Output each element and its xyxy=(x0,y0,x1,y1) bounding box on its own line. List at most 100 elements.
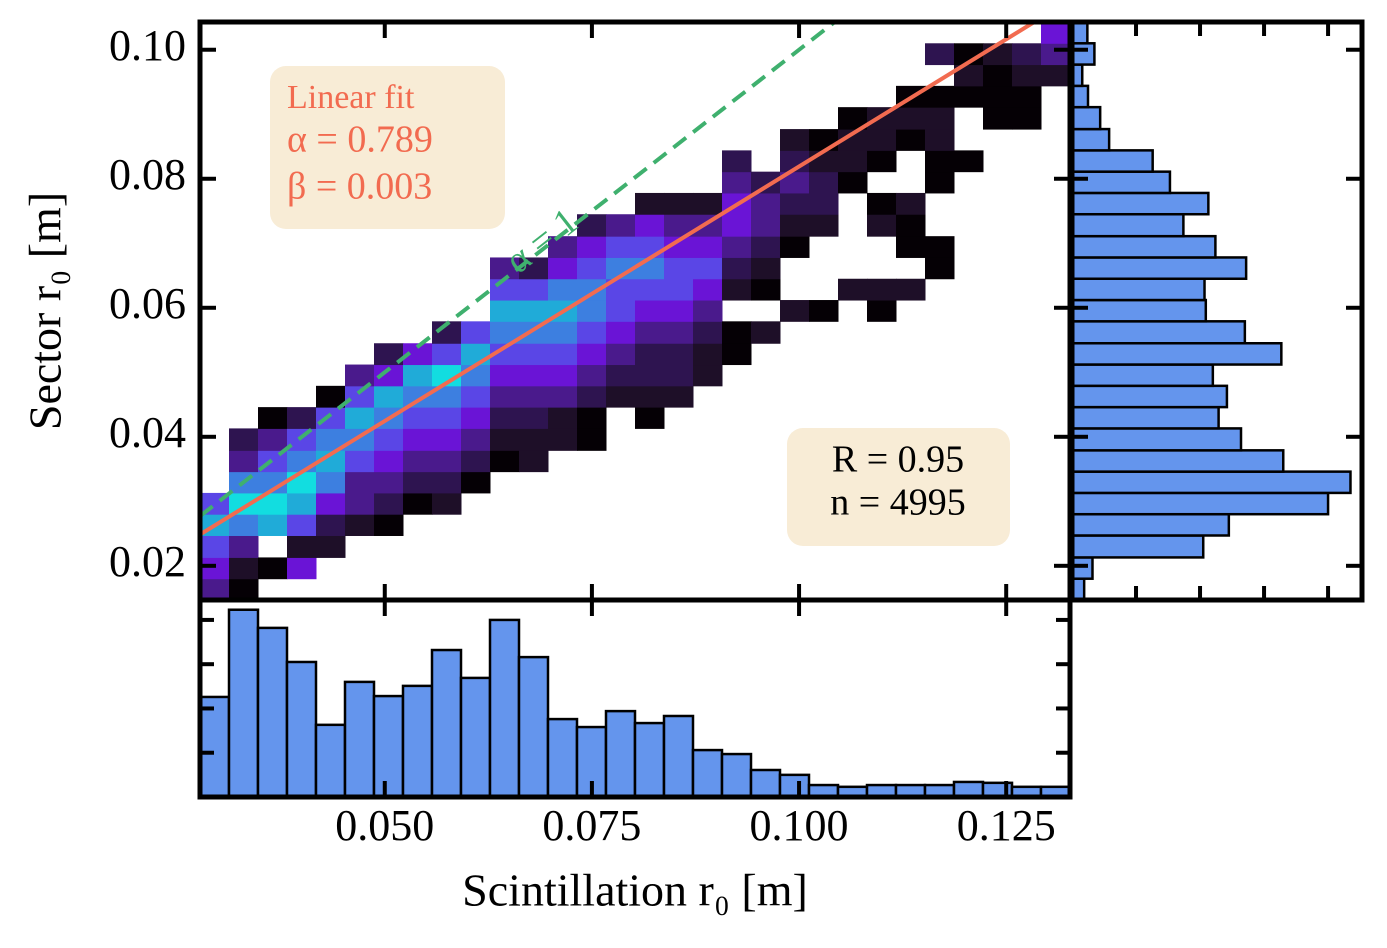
marginal-bar xyxy=(285,660,318,799)
heatmap-cell xyxy=(287,535,317,558)
heatmap-cell xyxy=(548,364,578,387)
heatmap-cell xyxy=(258,557,288,580)
heatmap-cell xyxy=(664,214,694,237)
heatmap-cell xyxy=(200,535,230,558)
stats-r: R = 0.95 xyxy=(832,439,964,481)
marginal-bar xyxy=(1070,42,1096,66)
heatmap-cell xyxy=(577,214,607,237)
heatmap-cell xyxy=(403,492,433,515)
right-frame xyxy=(1069,19,1365,603)
heatmap-cell xyxy=(867,214,897,237)
heatmap-cell xyxy=(432,450,462,473)
heatmap-cell xyxy=(983,107,1013,130)
heatmap-cell xyxy=(519,450,549,473)
heatmap-cell xyxy=(577,428,607,451)
heatmap-cell xyxy=(229,514,259,536)
heatmap-cell xyxy=(809,129,839,151)
heatmap-cell xyxy=(635,364,665,387)
x-tick-label: 0.125 xyxy=(957,801,1056,850)
heatmap-cell xyxy=(287,407,317,429)
heatmap-cell xyxy=(287,428,317,451)
marginal-bar xyxy=(459,676,492,799)
heatmap-cell xyxy=(432,471,462,494)
heatmap-cell xyxy=(287,492,317,515)
heatmap-cell xyxy=(229,450,259,473)
heatmap-cell xyxy=(722,236,752,258)
heatmap-cell xyxy=(722,257,752,280)
heatmap-cell xyxy=(548,385,578,408)
heatmap-cell xyxy=(606,385,636,408)
heatmap-cell xyxy=(606,343,636,366)
heatmap-cell xyxy=(548,343,578,366)
heatmap-cell xyxy=(896,214,926,237)
marginal-bar xyxy=(1070,298,1208,323)
heatmap-cell xyxy=(664,321,694,344)
fit-beta: β = 0.003 xyxy=(287,166,432,208)
heatmap xyxy=(200,22,1070,600)
heatmap-cell xyxy=(693,257,723,280)
heatmap-cell xyxy=(577,385,607,408)
heatmap-cell xyxy=(1012,107,1042,130)
marginal-bar xyxy=(720,752,753,799)
marginal-bar xyxy=(1070,556,1094,580)
x-axis-label: Scintillation r₀ [m] xyxy=(462,865,808,916)
marginal-bar xyxy=(1070,320,1247,345)
stats-n: n = 4995 xyxy=(830,482,965,524)
heatmap-cell xyxy=(345,514,375,536)
heatmap-cell xyxy=(780,171,810,194)
heatmap-cell xyxy=(548,278,578,301)
heatmap-cell xyxy=(577,407,607,429)
heatmap-cell xyxy=(519,364,549,387)
heatmap-cell xyxy=(606,321,636,344)
heatmap-cell xyxy=(925,43,955,66)
heatmap-cell xyxy=(316,492,346,515)
heatmap-cell xyxy=(229,492,259,515)
heatmap-cell xyxy=(722,171,752,194)
heatmap-cell xyxy=(635,257,665,280)
heatmap-cell xyxy=(693,278,723,301)
heatmap-cell xyxy=(635,321,665,344)
heatmap-cell xyxy=(954,150,984,173)
heatmap-cell xyxy=(490,407,520,429)
heatmap-cell xyxy=(1012,43,1042,66)
heatmap-cell xyxy=(693,236,723,258)
heatmap-cell xyxy=(925,129,955,151)
heatmap-cell xyxy=(664,192,694,215)
heatmap-cell xyxy=(432,385,462,408)
heatmap-cell xyxy=(519,343,549,366)
marginal-bar xyxy=(1070,234,1217,259)
heatmap-cell xyxy=(722,278,752,301)
heatmap-cell xyxy=(635,192,665,215)
heatmap-cell xyxy=(606,236,636,258)
heatmap-cell xyxy=(577,321,607,344)
heatmap-cell xyxy=(490,257,520,280)
heatmap-cell xyxy=(664,257,694,280)
marginal-bar xyxy=(691,748,724,799)
heatmap-cell xyxy=(838,129,868,151)
y-tick-label: 0.02 xyxy=(109,537,186,586)
marginal-bar xyxy=(372,694,405,799)
marginal-bar xyxy=(662,714,695,799)
heatmap-cell xyxy=(403,364,433,387)
heatmap-cell xyxy=(490,321,520,344)
heatmap-cell xyxy=(867,150,897,173)
heatmap-cell xyxy=(780,129,810,151)
heatmap-cell xyxy=(1012,85,1042,108)
heatmap-cell xyxy=(345,364,375,387)
heatmap-cell xyxy=(490,450,520,473)
heatmap-cell xyxy=(606,278,636,301)
y-tick-label: 0.04 xyxy=(109,408,186,457)
fit-lines xyxy=(200,22,1039,537)
heatmap-cell xyxy=(896,107,926,130)
heatmap-cell xyxy=(635,214,665,237)
marginal-bar xyxy=(1070,105,1102,131)
heatmap-cell xyxy=(693,192,723,215)
marginal-bar xyxy=(778,773,811,799)
heatmap-cell xyxy=(316,450,346,473)
heatmap-cell xyxy=(461,364,491,387)
marginal-bar xyxy=(749,768,782,799)
heatmap-cell xyxy=(693,300,723,322)
heatmap-cell xyxy=(461,428,491,451)
